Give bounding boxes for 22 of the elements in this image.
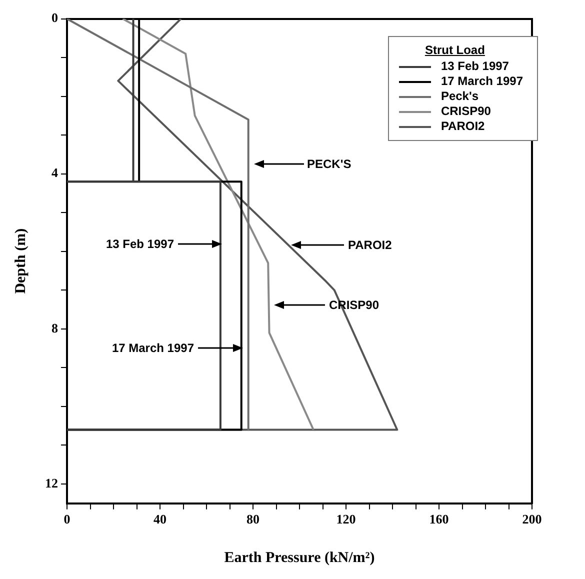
legend-label: 13 Feb 1997 — [440, 59, 509, 74]
y-tick-label: 8 — [52, 320, 58, 336]
y-tick-label: 12 — [45, 475, 58, 490]
x-tick-label: 40 — [154, 512, 166, 527]
x-tick-label: 80 — [246, 512, 260, 527]
legend-label: PAROI2 — [440, 119, 485, 134]
annotation: PAROI2 — [348, 237, 392, 253]
legend-label: 17 March 1997 — [440, 74, 523, 89]
x-axis-title: Earth Pressure (kN/m²) — [224, 550, 375, 566]
x-tick-label: 120 — [336, 512, 356, 527]
legend-label: Peck's — [440, 89, 478, 104]
y-axis-title: Depth (m) — [12, 228, 29, 294]
annotation: PECK'S — [307, 156, 352, 172]
legend-title: Strut Load — [424, 43, 486, 57]
y-tick-label: 0 — [52, 10, 58, 26]
x-tick-label: 0 — [64, 512, 70, 527]
x-tick-label: 160 — [429, 512, 449, 527]
x-tick-label: 200 — [522, 512, 542, 527]
annotation: 17 March 1997 — [112, 340, 194, 356]
y-tick-label: 4 — [52, 165, 58, 180]
annotation: 13 Feb 1997 — [106, 236, 174, 252]
legend-label: CRISP90 — [440, 104, 491, 119]
